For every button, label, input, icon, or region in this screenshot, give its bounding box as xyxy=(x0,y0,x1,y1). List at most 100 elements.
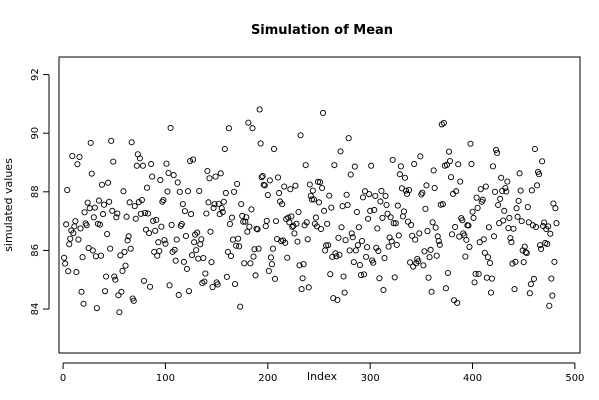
y-tick-label: 92 xyxy=(30,68,41,81)
data-point xyxy=(103,273,110,280)
data-point xyxy=(373,244,380,251)
data-point xyxy=(258,174,265,181)
data-point xyxy=(263,217,270,224)
data-point xyxy=(202,270,209,277)
data-point xyxy=(98,181,106,188)
data-point xyxy=(355,224,362,231)
data-point xyxy=(108,137,115,144)
data-point xyxy=(332,250,339,257)
data-point xyxy=(133,162,140,169)
data-point xyxy=(363,253,370,260)
data-point xyxy=(436,241,443,248)
data-point xyxy=(99,211,107,218)
data-point xyxy=(165,170,172,177)
data-point xyxy=(383,201,390,209)
data-point xyxy=(242,218,249,225)
data-point xyxy=(257,140,264,147)
data-point xyxy=(109,207,116,214)
data-point xyxy=(433,252,440,259)
data-point xyxy=(219,208,226,216)
data-point xyxy=(504,178,511,185)
data-point xyxy=(194,229,201,236)
data-point xyxy=(193,247,200,254)
data-point xyxy=(290,222,297,229)
data-point xyxy=(212,173,219,180)
chart-title: Simulation of Mean xyxy=(251,23,393,38)
data-point xyxy=(397,163,404,170)
data-point xyxy=(182,233,189,240)
data-point xyxy=(204,167,211,175)
data-point xyxy=(423,182,430,189)
data-point xyxy=(222,189,229,197)
data-point xyxy=(118,288,125,295)
data-point xyxy=(248,206,255,213)
data-point xyxy=(486,259,493,267)
data-point xyxy=(292,182,299,189)
data-point xyxy=(144,210,152,217)
data-point xyxy=(180,258,187,265)
data-point xyxy=(89,247,96,254)
data-point xyxy=(491,188,499,195)
data-point xyxy=(230,188,238,195)
data-point xyxy=(261,182,268,189)
data-point xyxy=(500,217,507,224)
data-point xyxy=(97,252,105,259)
data-point xyxy=(309,187,316,194)
data-point xyxy=(225,125,232,132)
data-point xyxy=(90,214,97,221)
data-point xyxy=(243,214,250,221)
data-point xyxy=(489,163,497,170)
data-point xyxy=(348,230,355,237)
data-point xyxy=(137,210,144,217)
data-point xyxy=(416,230,423,237)
data-point xyxy=(379,214,386,221)
data-point xyxy=(476,239,483,246)
data-point xyxy=(537,242,544,249)
data-point xyxy=(130,297,137,304)
data-point xyxy=(61,254,68,261)
data-point xyxy=(391,274,398,281)
data-point xyxy=(162,240,169,247)
data-point xyxy=(321,207,328,214)
data-point xyxy=(462,253,469,260)
data-point xyxy=(111,273,118,280)
data-point xyxy=(335,234,342,241)
data-point xyxy=(319,184,326,192)
data-point xyxy=(210,204,217,211)
data-point xyxy=(466,243,473,250)
data-point xyxy=(366,191,373,198)
data-point xyxy=(424,228,431,235)
x-tick-label: 300 xyxy=(361,373,380,384)
data-point xyxy=(244,228,251,235)
data-point xyxy=(70,230,77,237)
data-point xyxy=(77,225,84,232)
data-point xyxy=(333,253,340,260)
data-point xyxy=(400,208,407,215)
data-point xyxy=(546,302,553,309)
data-point xyxy=(452,223,459,231)
y-axis: 84 86 88 90 92 xyxy=(30,68,50,315)
data-point xyxy=(357,271,365,279)
x-axis-label: Index xyxy=(307,370,338,383)
data-point xyxy=(503,188,510,195)
data-point xyxy=(533,182,541,189)
data-point xyxy=(421,248,428,255)
data-point xyxy=(316,179,324,186)
data-point xyxy=(234,180,241,187)
data-point xyxy=(116,309,123,316)
data-point xyxy=(305,284,312,291)
data-point xyxy=(189,252,196,259)
data-point xyxy=(246,223,253,230)
data-point xyxy=(284,254,291,261)
data-point xyxy=(360,271,368,278)
data-point xyxy=(493,146,500,153)
data-point xyxy=(286,219,293,226)
data-point xyxy=(329,253,336,260)
data-point xyxy=(102,288,109,295)
data-point xyxy=(361,188,369,195)
data-point xyxy=(196,187,203,194)
data-point xyxy=(384,210,391,217)
data-point xyxy=(359,194,367,201)
data-point xyxy=(347,171,354,178)
data-point xyxy=(312,214,319,221)
